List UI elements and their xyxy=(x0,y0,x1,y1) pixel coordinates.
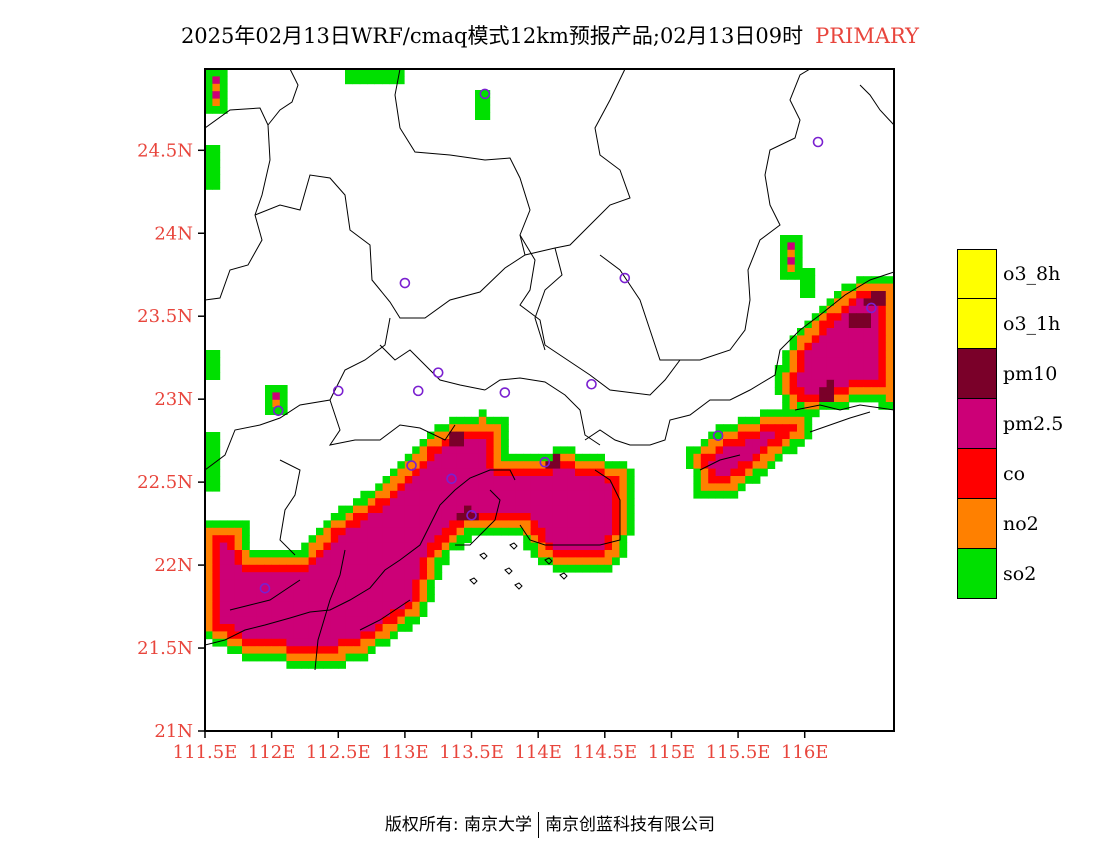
legend-swatch xyxy=(957,299,997,349)
station-marker xyxy=(432,367,444,378)
footer-right: 南京创蓝科技有限公司 xyxy=(545,815,716,835)
copyright-footer: 版权所有: 南京大学 南京创蓝科技有限公司 xyxy=(0,810,1100,838)
admin-boundaries xyxy=(205,69,894,671)
lat-label: 21.5N xyxy=(137,638,193,659)
legend-swatch xyxy=(957,349,997,399)
station-marker xyxy=(446,473,457,485)
plot-frame xyxy=(204,68,895,732)
lat-label: 23N xyxy=(154,389,193,410)
station-marker xyxy=(272,405,284,417)
station-marker xyxy=(332,385,344,397)
legend-item: o3_1h xyxy=(957,299,1100,349)
legend-swatch xyxy=(957,499,997,549)
legend-label: o3_8h xyxy=(1003,263,1061,285)
station-marker xyxy=(406,460,417,471)
lon-label: 114.5E xyxy=(572,742,637,763)
footer-separator xyxy=(538,812,540,838)
legend-swatch xyxy=(957,549,997,599)
station-marker xyxy=(479,88,491,100)
longitude-labels: 111.5E 112E 112.5E 113E 113.5E 114E 114.5E 115E… xyxy=(173,742,829,763)
station-marker xyxy=(412,385,424,397)
lon-label: 116E xyxy=(781,742,829,763)
legend-item: pm2.5 xyxy=(957,399,1100,449)
primary-tag: PRIMARY xyxy=(815,24,920,48)
lon-label: 112.5E xyxy=(306,742,371,763)
lon-label: 111.5E xyxy=(173,742,238,763)
station-marker xyxy=(259,583,271,594)
station-marker xyxy=(539,456,551,468)
lon-label: 115E xyxy=(648,742,696,763)
legend-item: co xyxy=(957,449,1100,499)
legend-swatch xyxy=(957,399,997,449)
station-marker xyxy=(586,378,597,390)
pollutant-grid xyxy=(205,69,894,669)
legend-item: o3_8h xyxy=(957,249,1100,299)
legend-swatch xyxy=(957,249,997,299)
legend-item: no2 xyxy=(957,499,1100,549)
station-marker xyxy=(712,430,724,441)
lat-label: 23.5N xyxy=(137,306,193,327)
latitude-labels: 24.5N 24N 23.5N 23N 22.5N 22N 21.5N 21N xyxy=(137,140,193,742)
station-marker xyxy=(812,136,824,148)
legend-label: pm10 xyxy=(1003,363,1058,385)
lat-label: 22N xyxy=(154,555,193,576)
legend-label: so2 xyxy=(1003,563,1037,585)
axis-ticks xyxy=(198,149,806,738)
lon-label: 115.5E xyxy=(706,742,771,763)
lon-label: 113.5E xyxy=(439,742,504,763)
lat-label: 21N xyxy=(154,721,193,742)
title-text: 2025年02月13日WRF/cmaq模式12km预报产品;02月13日09时 xyxy=(180,24,804,48)
legend-swatch xyxy=(957,449,997,499)
map-title: 2025年02月13日WRF/cmaq模式12km预报产品;02月13日09时 P… xyxy=(0,20,1100,50)
legend-item: pm10 xyxy=(957,349,1100,399)
station-marker xyxy=(499,387,511,398)
lat-label: 22.5N xyxy=(137,472,193,493)
lon-label: 113E xyxy=(381,742,429,763)
footer-left: 版权所有: 南京大学 xyxy=(384,815,533,835)
legend: o3_8h o3_1h pm10 pm2.5 co no2 so2 xyxy=(957,249,1100,599)
station-marker xyxy=(619,272,631,284)
station-marker xyxy=(466,510,477,521)
station-marker xyxy=(399,277,411,289)
lat-label: 24.5N xyxy=(137,140,193,161)
station-markers xyxy=(259,88,877,594)
legend-item: so2 xyxy=(957,549,1100,599)
legend-label: no2 xyxy=(1003,513,1039,535)
lon-label: 112E xyxy=(248,742,296,763)
legend-label: co xyxy=(1003,463,1026,485)
lon-label: 114E xyxy=(514,742,562,763)
lat-label: 24N xyxy=(154,223,193,244)
legend-label: pm2.5 xyxy=(1003,413,1064,435)
station-marker xyxy=(866,302,877,314)
legend-label: o3_1h xyxy=(1003,313,1061,335)
